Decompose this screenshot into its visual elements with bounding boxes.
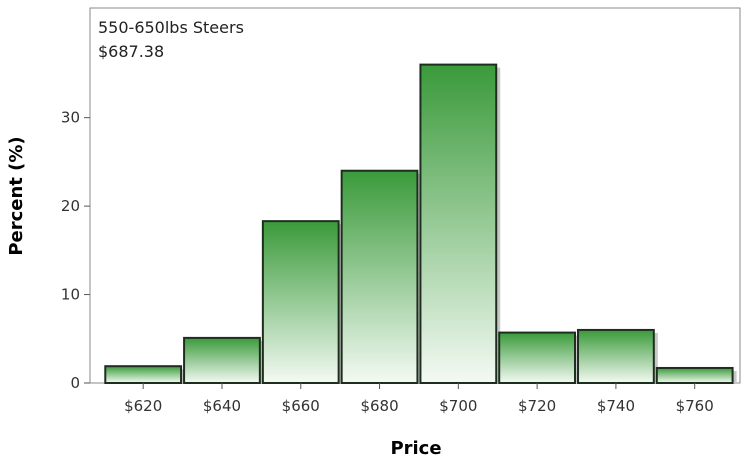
y-tick-label: 20 bbox=[61, 197, 80, 215]
histogram-bar-0 bbox=[104, 365, 183, 384]
x-tick-label: $720 bbox=[518, 397, 556, 415]
x-tick-label: $680 bbox=[360, 397, 398, 415]
x-tick-label: $740 bbox=[597, 397, 635, 415]
histogram-bar-6 bbox=[577, 328, 655, 384]
histogram-bar-7 bbox=[655, 366, 734, 385]
x-axis-title: Price bbox=[390, 438, 441, 459]
x-tick-label: $660 bbox=[282, 397, 320, 415]
x-tick-label: $640 bbox=[203, 397, 241, 415]
x-tick-label: $620 bbox=[124, 397, 162, 415]
histogram-bar-1 bbox=[183, 336, 261, 384]
y-tick-label: 30 bbox=[61, 109, 80, 127]
y-axis-title: Percent (%) bbox=[6, 136, 27, 255]
x-tick-label: $760 bbox=[676, 397, 714, 415]
y-axis: 0 10 20 30 bbox=[61, 109, 90, 392]
inset-value: $687.38 bbox=[98, 42, 164, 61]
histogram-bar-4 bbox=[419, 63, 498, 385]
histogram-bar-5 bbox=[498, 331, 577, 384]
x-tick-label: $700 bbox=[439, 397, 477, 415]
inset-label: 550-650lbs Steers bbox=[98, 18, 244, 37]
y-tick-label: 10 bbox=[61, 286, 80, 304]
bars-group bbox=[104, 63, 737, 385]
y-tick-label: 0 bbox=[70, 374, 80, 392]
histogram-bar-3 bbox=[340, 169, 419, 384]
x-axis: $620 $640 $660 $680 $700 $720 $740 $760 bbox=[124, 383, 714, 415]
histogram-bar-2 bbox=[261, 220, 340, 384]
